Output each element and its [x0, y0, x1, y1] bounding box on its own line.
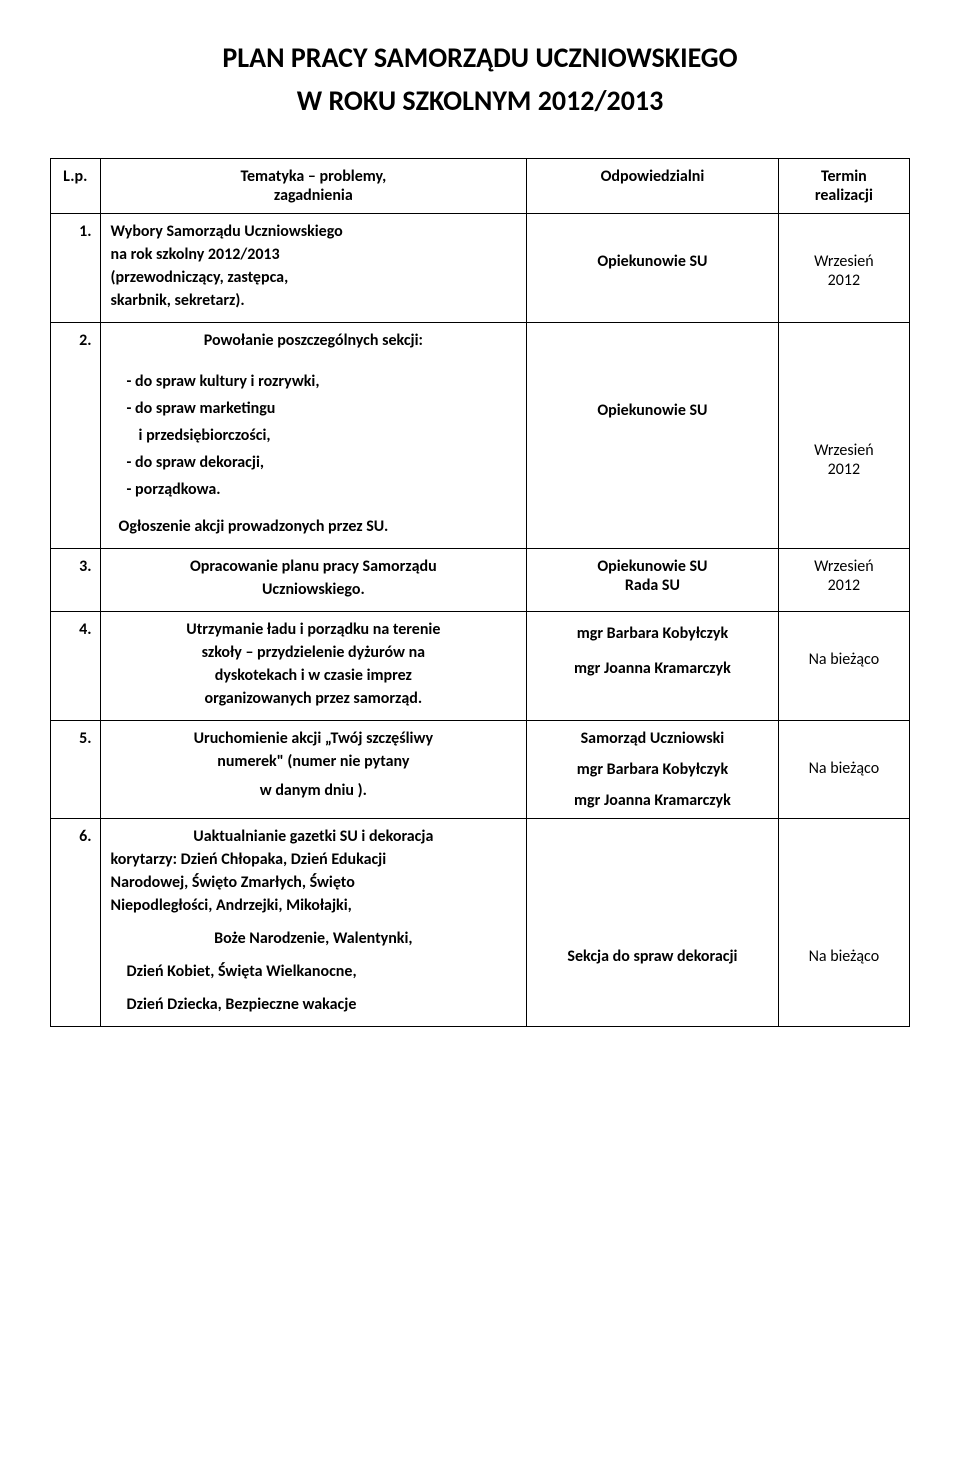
table-row: 6. Uaktualnianie gazetki SU i dekoracja …: [51, 819, 910, 1027]
row1-resp: Opiekunowie SU: [527, 214, 779, 323]
header-term: Termin realizacji: [778, 159, 909, 214]
row4-lp: 4.: [51, 612, 101, 721]
row2-resp: Opiekunowie SU: [527, 323, 779, 549]
row6-resp: Sekcja do spraw dekoracji: [527, 819, 779, 1027]
row4-theme-l1: Utrzymanie ładu i porządku na terenie: [111, 620, 517, 639]
row4-term: Na bieżąco: [778, 612, 909, 721]
row2-item4: - do spraw dekoracji,: [127, 453, 517, 472]
header-lp: L.p.: [51, 159, 101, 214]
row6-theme: Uaktualnianie gazetki SU i dekoracja kor…: [100, 819, 527, 1027]
row2-item5: - porządkowa.: [127, 480, 517, 499]
row5-resp-l3: mgr Joanna Kramarczyk: [537, 791, 768, 810]
work-plan-table: L.p. Tematyka – problemy, zagadnienia Od…: [50, 158, 910, 1027]
row6-theme-l1: Uaktualnianie gazetki SU i dekoracja: [111, 827, 517, 846]
row2-resp-text: Opiekunowie SU: [537, 401, 768, 420]
row5-resp-l1: Samorząd Uczniowski: [537, 729, 768, 748]
table-row: 5. Uruchomienie akcji „Twój szczęśliwy n…: [51, 721, 910, 819]
row3-term-l1: Wrzesień: [789, 557, 899, 576]
row4-theme-l3: dyskotekach i w czasie imprez: [111, 666, 517, 685]
row2-item2: - do spraw marketingu: [127, 399, 517, 418]
header-term-l2: realizacji: [789, 186, 899, 205]
table-header-row: L.p. Tematyka – problemy, zagadnienia Od…: [51, 159, 910, 214]
row4-term-text: Na bieżąco: [789, 650, 899, 669]
row3-lp: 3.: [51, 549, 101, 612]
row4-resp-l1: mgr Barbara Kobyłczyk: [537, 624, 768, 643]
row3-theme: Opracowanie planu pracy Samorządu Ucznio…: [100, 549, 527, 612]
page-title-line1: PLAN PRACY SAMORZĄDU UCZNIOWSKIEGO: [50, 40, 910, 75]
table-row: 1. Wybory Samorządu Uczniowskiego na rok…: [51, 214, 910, 323]
row1-theme-l3: (przewodniczący, zastępca,: [111, 268, 517, 287]
row5-resp-l2: mgr Barbara Kobyłczyk: [537, 760, 768, 779]
row1-theme: Wybory Samorządu Uczniowskiego na rok sz…: [100, 214, 527, 323]
row4-theme-l4: organizowanych przez samorząd.: [111, 689, 517, 708]
row4-theme-l2: szkoły – przydzielenie dyżurów na: [111, 643, 517, 662]
header-theme-l1: Tematyka – problemy,: [111, 167, 517, 186]
row4-resp-l2: mgr Joanna Kramarczyk: [537, 659, 768, 678]
row3-term-l2: 2012: [789, 576, 899, 595]
table-row: 3. Opracowanie planu pracy Samorządu Ucz…: [51, 549, 910, 612]
row6-theme-l7: Dzień Dziecka, Bezpieczne wakacje: [127, 995, 517, 1014]
row5-theme-l2: numerek" (numer nie pytany: [111, 752, 517, 771]
row5-theme: Uruchomienie akcji „Twój szczęśliwy nume…: [100, 721, 527, 819]
row5-term: Na bieżąco: [778, 721, 909, 819]
row3-theme-l2: Uczniowskiego.: [111, 580, 517, 599]
row1-resp-text: Opiekunowie SU: [537, 252, 768, 271]
row2-term-l1: Wrzesień: [789, 441, 899, 460]
row5-term-text: Na bieżąco: [789, 759, 899, 778]
row6-theme-l3: Narodowej, Święto Zmarłych, Święto: [111, 873, 517, 892]
row2-theme: Powołanie poszczególnych sekcji: - do sp…: [100, 323, 527, 549]
header-theme: Tematyka – problemy, zagadnienia: [100, 159, 527, 214]
row5-theme-l1: Uruchomienie akcji „Twój szczęśliwy: [111, 729, 517, 748]
row3-resp-l2: Rada SU: [537, 576, 768, 595]
row1-term-l1: Wrzesień: [789, 252, 899, 271]
table-row: 4. Utrzymanie ładu i porządku na terenie…: [51, 612, 910, 721]
row3-theme-l1: Opracowanie planu pracy Samorządu: [111, 557, 517, 576]
row1-term: Wrzesień 2012: [778, 214, 909, 323]
row6-resp-text: Sekcja do spraw dekoracji: [537, 947, 768, 966]
row3-resp: Opiekunowie SU Rada SU: [527, 549, 779, 612]
row6-theme-l5: Boże Narodzenie, Walentynki,: [111, 929, 517, 948]
row2-lp: 2.: [51, 323, 101, 549]
row5-theme-l3: w danym dniu ).: [111, 781, 517, 800]
page-title-line2: W ROKU SZKOLNYM 2012/2013: [50, 83, 910, 118]
row2-term: Wrzesień 2012: [778, 323, 909, 549]
row2-term-l2: 2012: [789, 460, 899, 479]
row6-term-text: Na bieżąco: [789, 947, 899, 966]
row1-theme-l4: skarbnik, sekretarz).: [111, 291, 517, 310]
row6-theme-l6: Dzień Kobiet, Święta Wielkanocne,: [127, 962, 517, 981]
row6-term: Na bieżąco: [778, 819, 909, 1027]
row3-term: Wrzesień 2012: [778, 549, 909, 612]
row1-theme-l2: na rok szkolny 2012/2013: [111, 245, 517, 264]
header-term-l1: Termin: [789, 167, 899, 186]
row6-lp: 6.: [51, 819, 101, 1027]
header-theme-l2: zagadnienia: [111, 186, 517, 205]
header-resp: Odpowiedzialni: [527, 159, 779, 214]
row3-resp-l1: Opiekunowie SU: [537, 557, 768, 576]
row2-title: Powołanie poszczególnych sekcji:: [111, 331, 517, 350]
row2-item1: - do spraw kultury i rozrywki,: [127, 372, 517, 391]
table-row: 2. Powołanie poszczególnych sekcji: - do…: [51, 323, 910, 549]
row4-resp: mgr Barbara Kobyłczyk mgr Joanna Kramarc…: [527, 612, 779, 721]
row2-closing: Ogłoszenie akcji prowadzonych przez SU.: [119, 517, 517, 536]
row5-lp: 5.: [51, 721, 101, 819]
row1-lp: 1.: [51, 214, 101, 323]
row1-theme-l1: Wybory Samorządu Uczniowskiego: [111, 222, 517, 241]
row5-resp: Samorząd Uczniowski mgr Barbara Kobyłczy…: [527, 721, 779, 819]
row6-theme-l4: Niepodległości, Andrzejki, Mikołajki,: [111, 896, 517, 915]
row2-item3: i przedsiębiorczości,: [139, 426, 517, 445]
row1-term-l2: 2012: [789, 271, 899, 290]
row6-theme-l2: korytarzy: Dzień Chłopaka, Dzień Edukacj…: [111, 850, 517, 869]
row4-theme: Utrzymanie ładu i porządku na terenie sz…: [100, 612, 527, 721]
